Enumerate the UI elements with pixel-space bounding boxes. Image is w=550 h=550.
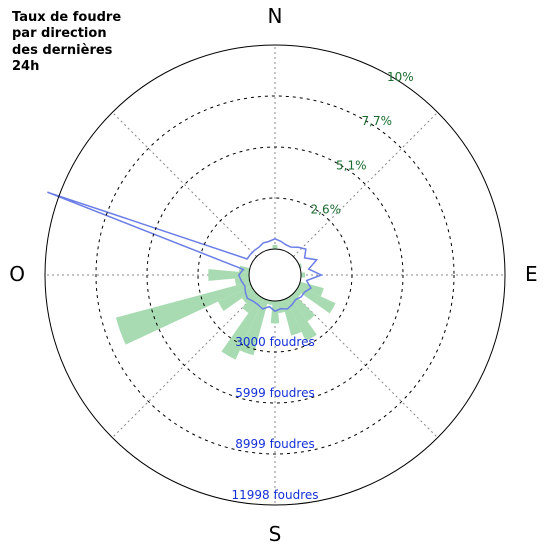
spoke	[112, 112, 256, 256]
rose-bar	[272, 245, 277, 249]
pct-label: 5,1%	[336, 158, 367, 172]
foudre-label: 11998 foudres	[231, 488, 318, 502]
cardinal-label: E	[525, 262, 538, 286]
cardinal-label: N	[268, 4, 283, 28]
pct-label: 10%	[387, 70, 414, 84]
polar-rose-chart: 2,6% 5,1% 7,7% 10% 3000 foudres 5999 foudres 8…	[0, 0, 550, 550]
rose-bar	[301, 272, 305, 277]
foudre-label: 8999 foudres	[235, 437, 314, 451]
cardinal-label: S	[269, 522, 282, 546]
inner-ring	[249, 249, 301, 301]
pct-label: 7,7%	[362, 114, 393, 128]
foudre-label: 5999 foudres	[235, 386, 314, 400]
pct-label: 2,6%	[311, 203, 342, 217]
rose-bar	[116, 282, 252, 345]
foudre-label: 3000 foudres	[235, 335, 314, 349]
spoke	[293, 112, 437, 256]
cardinal-label: O	[9, 262, 25, 286]
